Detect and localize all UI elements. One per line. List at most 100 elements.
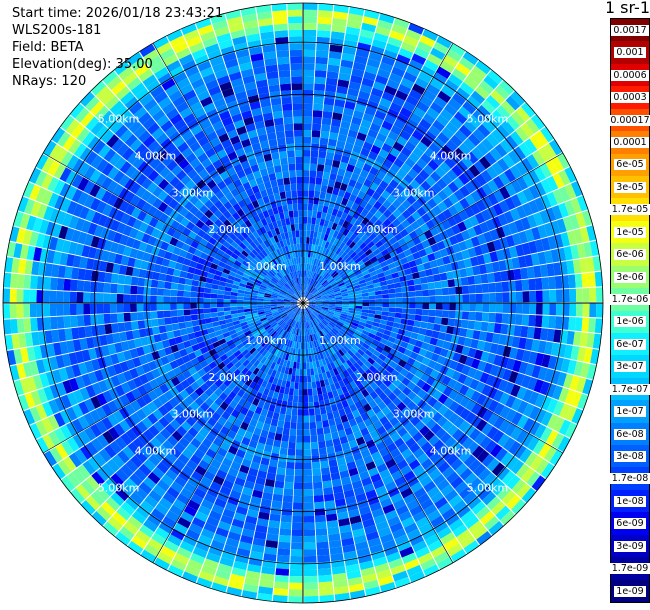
- ray-gate: [557, 436, 571, 453]
- ray-gate: [188, 366, 198, 376]
- ray-gate: [534, 424, 547, 439]
- ray-gate: [43, 317, 52, 331]
- ray-gate: [303, 290, 305, 298]
- ray-gate: [424, 268, 433, 277]
- ray-gate: [157, 280, 166, 289]
- ray-gate: [391, 369, 400, 378]
- ray-gate: [479, 156, 492, 170]
- ray-gate: [369, 270, 378, 277]
- ray-gate: [256, 228, 263, 237]
- ray-gate: [209, 481, 222, 492]
- ray-gate: [424, 246, 434, 255]
- ray-gate: [452, 524, 468, 538]
- ray-gate: [502, 368, 513, 382]
- ray-gate: [332, 337, 339, 344]
- ray-gate: [176, 296, 184, 303]
- ray-gate: [300, 349, 303, 356]
- ray-gate: [402, 124, 415, 136]
- ray-gate: [404, 157, 416, 169]
- ray-gate: [387, 213, 397, 223]
- ray-gate: [521, 314, 530, 326]
- ray-gate: [337, 79, 350, 88]
- ray-gate: [311, 289, 318, 295]
- ray: [308, 139, 563, 300]
- ray-gate: [148, 425, 160, 437]
- ray-gate: [565, 405, 577, 422]
- ray-gate: [266, 472, 276, 481]
- ray-gate: [397, 346, 407, 354]
- ray-gate: [239, 493, 252, 503]
- ray-gate: [315, 521, 327, 530]
- ray-gate: [305, 342, 308, 350]
- ray-gate: [305, 291, 309, 298]
- ray-gate: [383, 49, 398, 61]
- ray-gate: [484, 152, 497, 166]
- ray-gate: [420, 372, 430, 383]
- ray-gate: [418, 270, 427, 278]
- ray-gate: [158, 416, 170, 428]
- ray-gate: [426, 107, 440, 120]
- ray-gate: [321, 293, 328, 297]
- ray-gate: [358, 336, 367, 343]
- ray-gate: [157, 190, 169, 202]
- ray-gate: [257, 400, 265, 409]
- ray-gate: [71, 173, 84, 189]
- ray-gate: [185, 221, 196, 231]
- ray-gate: [399, 546, 415, 558]
- ray-gate: [325, 151, 335, 160]
- ray-gate: [158, 178, 169, 190]
- ray-gate: [33, 247, 43, 262]
- ray-gate: [332, 437, 341, 447]
- ray-gate: [174, 403, 185, 415]
- ray-gate: [308, 355, 313, 363]
- ray: [43, 306, 298, 467]
- ray-gate: [423, 261, 432, 270]
- ray-gate: [318, 581, 333, 590]
- ray-gate: [343, 191, 352, 200]
- ray-gate: [142, 252, 151, 262]
- ray-gate: [548, 276, 556, 290]
- ray-gate: [333, 313, 341, 317]
- ray-gate: [491, 162, 504, 176]
- ray-gate: [516, 106, 531, 122]
- ray-gate: [361, 380, 370, 389]
- ray-gate: [481, 422, 493, 436]
- ray-gate: [415, 516, 430, 529]
- ray-gate: [64, 227, 75, 241]
- ray-gate: [319, 218, 326, 227]
- ray-gate: [270, 347, 277, 355]
- ray-gate: [374, 110, 387, 121]
- ray-gate: [586, 225, 597, 241]
- ray-gate: [176, 290, 185, 297]
- ray-gate: [314, 325, 320, 333]
- ray-gate: [364, 394, 374, 404]
- ray-gate: [326, 513, 338, 522]
- ray-gate: [319, 137, 329, 146]
- ray-gate: [156, 303, 164, 311]
- ray-gate: [247, 563, 262, 573]
- ray-gate: [442, 340, 451, 350]
- ray-gate: [179, 348, 188, 358]
- ray-gate: [326, 71, 339, 80]
- ray-gate: [107, 400, 119, 413]
- ray-gate: [278, 541, 291, 550]
- ray-gate: [119, 526, 135, 541]
- ray-gate: [392, 241, 401, 250]
- ray-gate: [458, 486, 473, 500]
- ray-gate: [332, 159, 341, 168]
- ray-gate: [215, 370, 225, 379]
- ray-gate: [381, 142, 393, 153]
- ray-gate: [412, 326, 420, 334]
- ray-gate: [257, 470, 268, 479]
- ray-gate: [452, 499, 467, 513]
- ray-gate: [78, 430, 91, 445]
- ray-gate: [330, 125, 340, 134]
- ray-gate: [300, 342, 303, 350]
- ray-gate: [393, 282, 402, 289]
- ray-gate: [264, 311, 272, 316]
- ray-gate: [470, 203, 481, 215]
- ray-gate: [332, 112, 343, 121]
- ray-gate: [109, 293, 117, 303]
- ray-gate: [209, 214, 219, 223]
- ray-gate: [249, 261, 257, 269]
